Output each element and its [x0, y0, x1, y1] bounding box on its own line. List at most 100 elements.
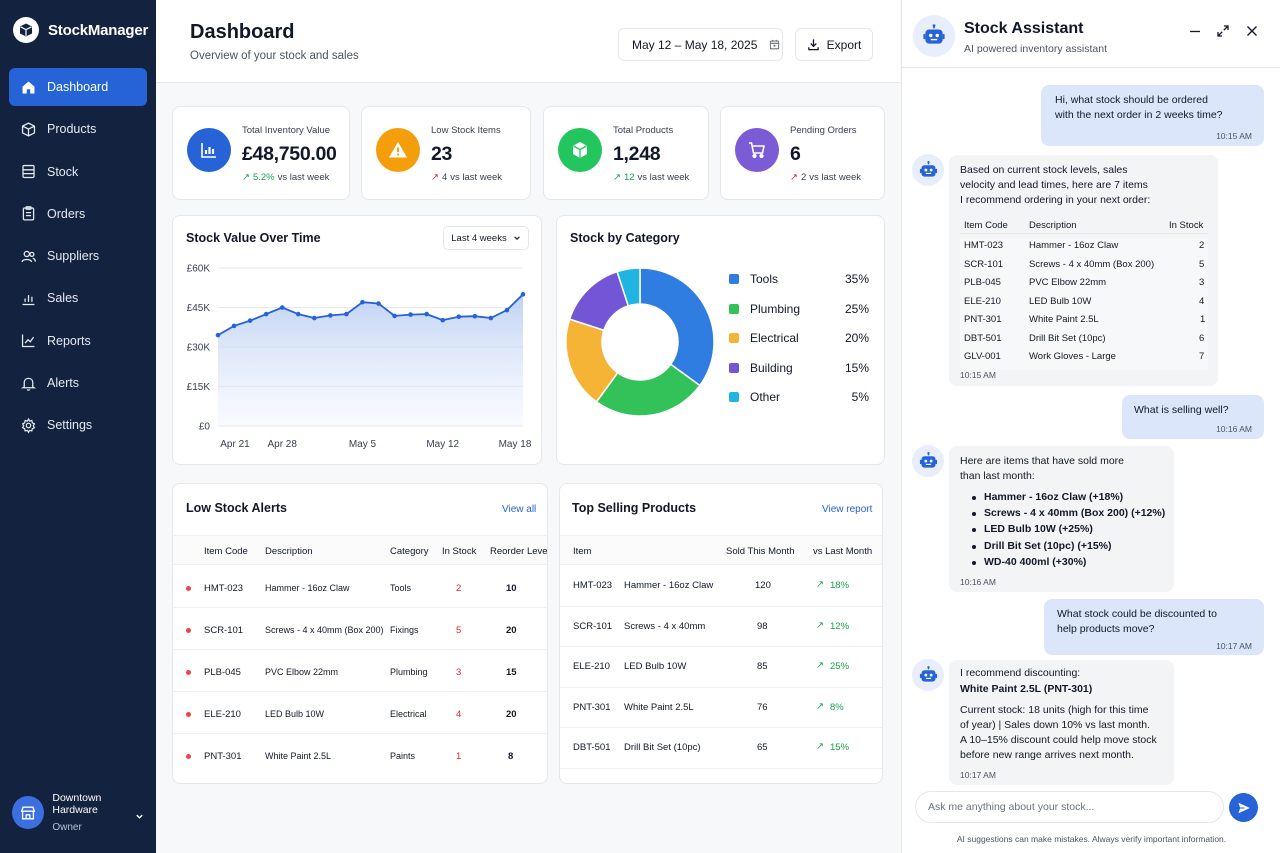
table-row[interactable]: HMT-023 Hammer - 16oz Claw 120 ↗ 18%	[560, 566, 882, 607]
item-code: ELE-210	[964, 296, 1001, 307]
data-point	[295, 311, 301, 317]
message-text: Here are items that have sold more	[960, 455, 1124, 467]
send-button[interactable]	[1229, 793, 1258, 822]
column-header[interactable]: Category	[390, 546, 429, 557]
item-category: Tools	[390, 583, 412, 593]
legend-swatch	[729, 392, 739, 402]
trend-up-icon: ↗	[816, 660, 824, 671]
robot-icon	[913, 15, 955, 57]
item-in-stock: 2	[456, 583, 462, 594]
sidebar-item-label: Sales	[47, 291, 79, 306]
message-text: What stock could be discounted to	[1057, 608, 1217, 620]
column-header[interactable]: Sold This Month	[726, 546, 795, 557]
item-reorder-level: 8	[508, 751, 514, 762]
view-all-link[interactable]: View all	[502, 504, 537, 515]
legend-item-other: Other 5%	[729, 390, 869, 404]
kpi-change-value: 2	[800, 172, 807, 183]
logo-icon	[13, 17, 39, 43]
item-description: Hammer - 16oz Claw	[624, 580, 714, 591]
sidebar-item-dashboard[interactable]: Dashboard	[9, 68, 147, 106]
item-in-stock: 4	[456, 709, 462, 720]
trend-up-icon: ↗	[816, 700, 824, 712]
message-text: velocity and lead times, here are 7 item…	[960, 179, 1148, 191]
sidebar-item-label: Reports	[47, 333, 91, 348]
column-header[interactable]: Reorder Level	[490, 546, 548, 557]
y-tick-label: £15K	[187, 382, 211, 393]
kpi-card-pending-orders: Pending Orders 6 ↗ 2 vs last week	[720, 106, 885, 200]
column-header[interactable]: Description	[265, 546, 313, 557]
chat-input[interactable]	[915, 791, 1224, 823]
table-row[interactable]: PLB-045 PVC Elbow 22mm Plumbing 3 15	[173, 650, 547, 692]
users-icon	[21, 250, 36, 262]
item-code: PNT-301	[573, 701, 611, 713]
minimize-icon[interactable]	[1188, 24, 1202, 38]
chat-header: Stock Assistant AI powered inventory ass…	[902, 0, 1280, 68]
sidebar-item-sales[interactable]: Sales	[9, 279, 147, 317]
message-time: 10:17 AM	[1216, 641, 1252, 651]
item-change: 25%	[830, 661, 850, 672]
legend-pct: 20%	[844, 331, 869, 345]
table-header: Item Sold This Month vs Last Month	[560, 535, 882, 565]
clipboard-icon	[22, 206, 35, 221]
item-code: PNT-301	[204, 751, 242, 762]
data-point	[247, 318, 253, 323]
column-header: In Stock	[1169, 220, 1204, 231]
kpi-label: Pending Orders	[790, 125, 857, 136]
legend-pct: 5%	[851, 390, 869, 404]
item-code: HMT-023	[964, 240, 1004, 251]
column-header[interactable]: In Stock	[442, 546, 477, 557]
kpi-change: ↗ 12 vs last week	[613, 172, 689, 183]
sidebar: StockManager Dashboard Products Stock Or…	[0, 0, 156, 853]
expand-icon[interactable]	[1216, 24, 1230, 38]
item-in-stock: 2	[1199, 240, 1205, 251]
divider	[960, 233, 1208, 234]
export-button[interactable]: Export	[795, 28, 873, 61]
table-row[interactable]: DBT-501 Drill Bit Set (10pc) 65 ↗ 15%	[560, 728, 882, 769]
sidebar-item-orders[interactable]: Orders	[9, 195, 147, 233]
table-row[interactable]: PNT-301 White Paint 2.5L Paints 1 8	[173, 734, 547, 776]
item-in-stock: 7	[1199, 351, 1205, 362]
legend-item-plumbing: Plumbing 25%	[729, 302, 869, 316]
sidebar-item-suppliers[interactable]: Suppliers	[9, 237, 147, 275]
data-point	[312, 315, 317, 321]
sidebar-item-reports[interactable]: Reports	[9, 322, 147, 360]
column-header[interactable]: vs Last Month	[813, 546, 873, 557]
sidebar-item-alerts[interactable]: Alerts	[9, 364, 147, 402]
item-code: SCR-101	[573, 620, 613, 632]
store-name: Downtown Hardware	[52, 792, 102, 816]
assistant-message: Based on current stock levels, sales vel…	[949, 155, 1218, 386]
kpi-card-total-products: Total Products 1,248 ↗ 12 vs last week	[543, 106, 709, 200]
store-role: Owner	[52, 822, 82, 833]
send-icon	[1238, 802, 1250, 813]
message-text: with the next order in 2 weeks time?	[1055, 109, 1223, 121]
date-range-picker[interactable]: May 12 – May 18, 2025	[618, 28, 783, 61]
kpi-value: 23	[431, 143, 453, 165]
view-report-link[interactable]: View report	[822, 504, 873, 515]
item-description: White Paint 2.5L	[624, 701, 694, 713]
sidebar-item-settings[interactable]: Settings	[9, 406, 147, 444]
message-time: 10:15 AM	[960, 370, 996, 380]
table-row[interactable]: PNT-301 White Paint 2.5L 76 ↗ 8%	[560, 688, 882, 728]
arrow-up-right-icon: ↗	[790, 172, 798, 183]
close-icon[interactable]	[1245, 24, 1259, 38]
sidebar-item-products[interactable]: Products	[9, 110, 147, 148]
sidebar-item-stock[interactable]: Stock	[9, 153, 147, 191]
column-header[interactable]: Item	[573, 546, 592, 557]
item-description: Drill Bit Set (10pc)	[624, 742, 701, 753]
brand[interactable]: StockManager	[13, 17, 148, 43]
period-select[interactable]: Last 4 weeks	[443, 226, 529, 250]
table-row[interactable]: HMT-023 Hammer - 16oz Claw Tools 2 10	[173, 566, 547, 608]
store-switcher[interactable]: Downtown Hardware Owner	[12, 792, 148, 833]
legend-pct: 25%	[844, 302, 869, 316]
table-row[interactable]: ELE-210 LED Bulb 10W Electrical 4 20	[173, 692, 547, 734]
cube-icon	[558, 128, 602, 172]
chat-input-field[interactable]	[928, 801, 1218, 813]
chevron-down-icon[interactable]	[135, 812, 144, 821]
column-header[interactable]: Item Code	[204, 546, 248, 557]
table-row[interactable]: SCR-101 Screws - 4 x 40mm (Box 200) Fixi…	[173, 608, 547, 650]
data-point	[376, 301, 381, 306]
table-row[interactable]: ELE-210 LED Bulb 10W 85 ↗ 25%	[560, 647, 882, 688]
card-title: Top Selling Products	[572, 501, 697, 515]
table-row[interactable]: SCR-101 Screws - 4 x 40mm 98 ↗ 12%	[560, 607, 882, 647]
item-sold: 85	[757, 661, 768, 672]
